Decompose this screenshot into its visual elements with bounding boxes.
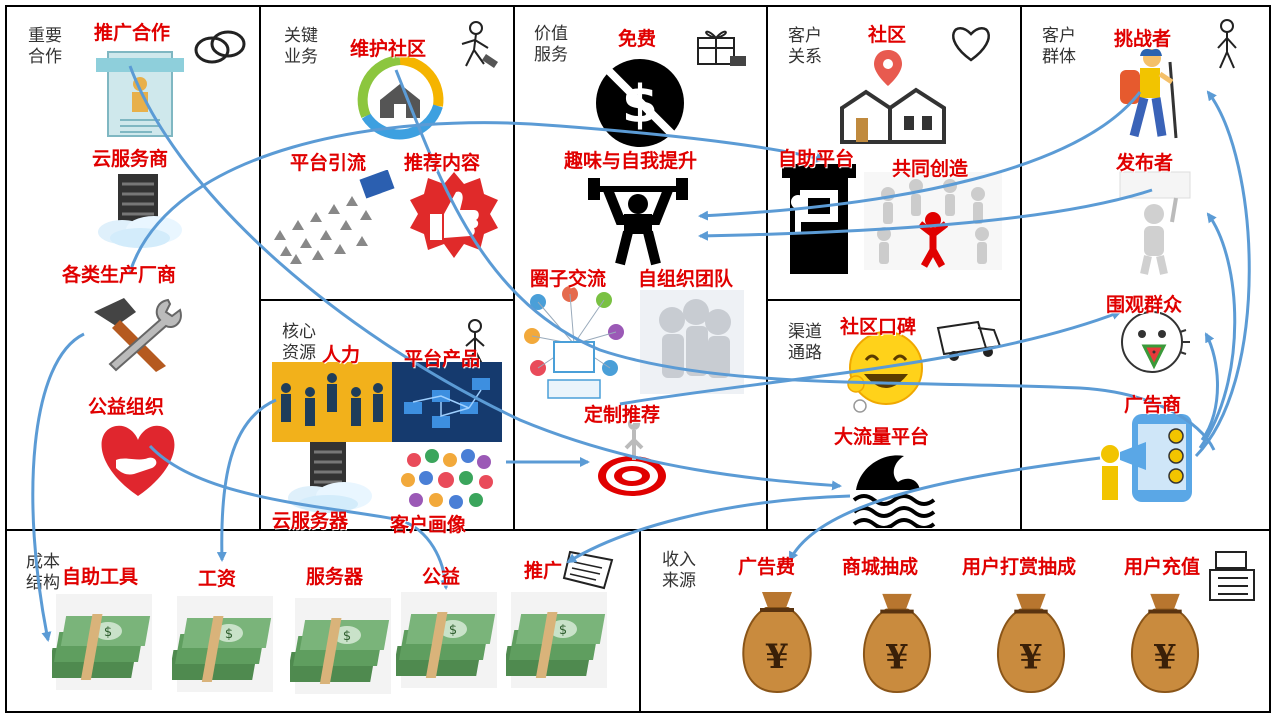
yuan-money-bag-icon: ¥	[856, 590, 938, 696]
section-customer-relationships: 客户 关系	[788, 26, 822, 67]
arrow-advertiser-to-onlookers	[1200, 332, 1219, 441]
money-stack-icon: $	[396, 592, 502, 688]
self-service-kiosk-icon	[778, 162, 860, 276]
label-word-of-mouth: 社区口碑	[840, 316, 917, 338]
svg-text:¥: ¥	[1153, 638, 1176, 677]
thumbs-up-badge	[408, 170, 500, 262]
label-community: 社区	[868, 24, 907, 46]
maintain-community-logo	[350, 54, 450, 140]
hiker-icon	[1110, 42, 1186, 142]
label-advertiser: 广告商	[1124, 394, 1182, 416]
label-platform-product: 平台产品	[404, 348, 481, 370]
yuan-money-bag-icon: ¥	[990, 590, 1072, 696]
section-channels: 渠道 通路	[788, 322, 822, 363]
label-user-profile: 客户画像	[390, 514, 467, 536]
user-profile-illustration	[394, 446, 500, 514]
cloud-server-illustration	[92, 170, 188, 250]
label-self-service-platform: 自助平台	[778, 148, 855, 170]
arrow-advertiser-to-adfee	[788, 456, 1101, 562]
label-mall-commission: 商城抽成	[842, 556, 919, 578]
label-self-org-team: 自组织团队	[638, 268, 734, 290]
section-key-partners: 重要 合作	[28, 26, 62, 67]
rings-icon	[190, 22, 250, 72]
label-custom-recommend: 定制推荐	[584, 404, 661, 426]
cloud-server-resource-illustration	[282, 440, 376, 514]
label-high-traffic-platform: 大流量平台	[834, 426, 930, 448]
wave-traffic-icon	[850, 446, 944, 528]
section-key-resources: 核心 资源	[282, 322, 316, 363]
svg-text:¥: ¥	[1019, 638, 1042, 677]
co-creation-illustration	[864, 172, 1002, 270]
receipt-icon	[560, 548, 620, 592]
section-key-activities: 关键 业务	[284, 26, 318, 67]
label-fun-self-improvement: 趣味与自我提升	[564, 150, 698, 172]
section-revenue-streams: 收入 来源	[662, 550, 696, 591]
smiley-icon	[844, 330, 928, 414]
circle-exchange-illustration	[518, 284, 630, 402]
worker-icon	[448, 18, 502, 72]
arrow-advertiser-to-publisher	[1198, 212, 1237, 449]
svg-text:$: $	[559, 623, 567, 638]
svg-text:¥: ¥	[885, 638, 908, 677]
tools-illustration	[80, 292, 186, 374]
manpower-illustration	[272, 362, 392, 442]
label-self-service-tools: 自助工具	[62, 566, 139, 588]
label-manpower: 人力	[322, 344, 361, 366]
label-onlookers: 围观群众	[1106, 294, 1183, 316]
label-tip-commission: 用户打赏抽成	[962, 556, 1077, 578]
svg-text:$: $	[449, 623, 457, 638]
community-houses-icon	[838, 46, 948, 146]
self-org-team-illustration	[640, 290, 744, 394]
money-stack-icon: $	[290, 598, 396, 694]
label-ad-fee: 广告费	[738, 556, 796, 578]
label-circle-exchange: 圈子交流	[530, 268, 607, 290]
weightlifter-icon	[584, 168, 692, 268]
arrow-advertiser-to-challenger	[1194, 90, 1251, 458]
svg-text:$: $	[343, 629, 351, 644]
section-customer-segments: 客户 群体	[1042, 26, 1076, 67]
yuan-money-bag-icon: ¥	[1124, 590, 1206, 696]
label-servers: 服务器	[306, 566, 364, 588]
label-promotion-partner: 推广合作	[94, 22, 171, 44]
svg-text:$: $	[225, 627, 233, 642]
gift-icon	[690, 22, 750, 70]
money-stack-icon: $	[52, 594, 156, 690]
platform-product-illustration	[392, 362, 502, 442]
yuan-money-bag-icon: ¥	[736, 588, 818, 696]
label-cloud-server: 云服务器	[272, 510, 349, 532]
label-cloud-provider: 云服务商	[92, 148, 169, 170]
money-stack-icon: $	[506, 592, 612, 688]
svg-text:$: $	[104, 625, 112, 640]
label-co-creation: 共同创造	[892, 158, 969, 180]
label-maintain-community: 维护社区	[350, 38, 427, 60]
label-wages: 工资	[198, 568, 237, 590]
label-charity-org: 公益组织	[88, 396, 165, 418]
heart-icon	[948, 24, 994, 64]
cash-register-icon	[1204, 542, 1262, 606]
label-challenger: 挑战者	[1114, 28, 1172, 50]
person-icon	[1212, 18, 1242, 70]
charity-heart-illustration	[90, 420, 186, 500]
label-manufacturers: 各类生产厂商	[62, 264, 177, 286]
section-value-propositions: 价值 服务	[534, 24, 568, 65]
label-charity: 公益	[422, 566, 461, 588]
publisher-figure-icon	[1114, 170, 1196, 276]
label-user-recharge: 用户充值	[1124, 556, 1201, 578]
traffic-cursors-illustration	[266, 170, 398, 266]
label-platform-traffic: 平台引流	[290, 152, 367, 174]
arrow-manpower-to-wages	[216, 398, 277, 562]
money-stack-icon: $	[172, 596, 278, 692]
svg-text:¥: ¥	[765, 637, 789, 677]
promotion-partner-illustration	[92, 44, 188, 144]
label-free: 免费	[618, 28, 657, 50]
truck-icon	[934, 318, 1004, 364]
label-recommend-content: 推荐内容	[404, 152, 481, 174]
advertiser-phone-icon	[1098, 412, 1200, 504]
section-cost-structure: 成本 结构	[26, 552, 60, 593]
label-promotion: 推广	[524, 560, 563, 582]
label-publisher: 发布者	[1116, 152, 1174, 174]
free-dollar-icon: $	[592, 56, 688, 150]
